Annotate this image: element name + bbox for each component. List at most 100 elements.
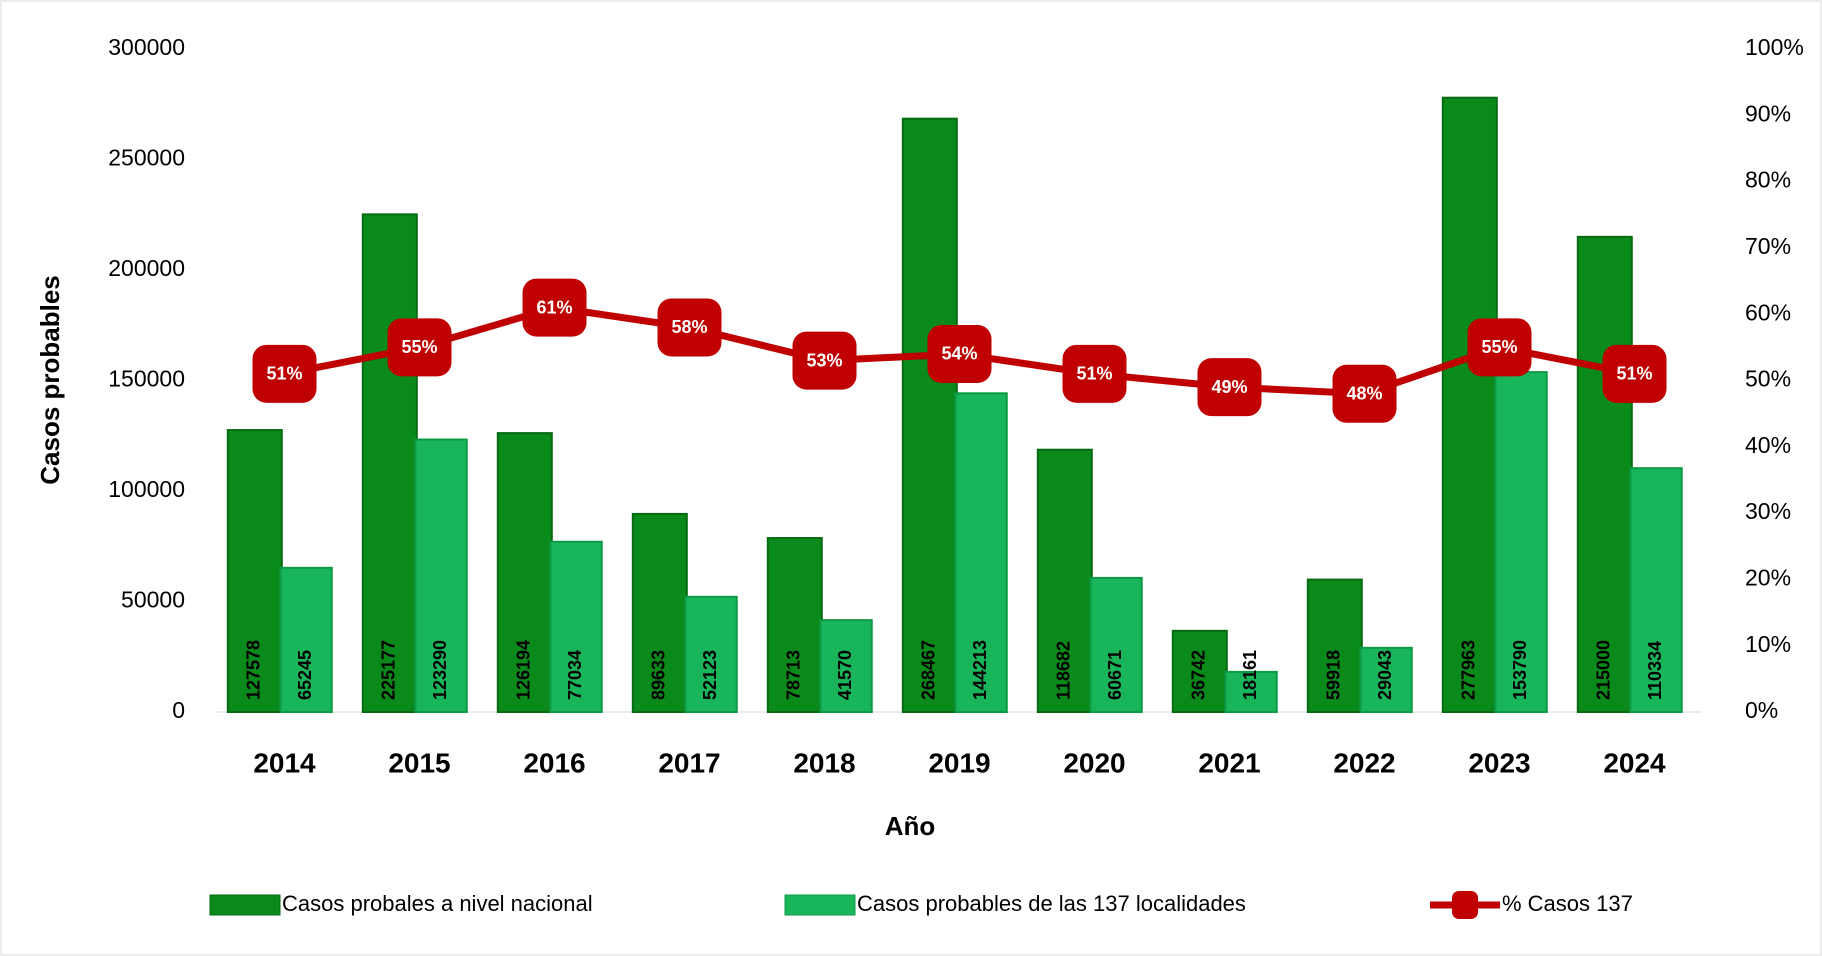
data-label: 153790	[1510, 640, 1530, 700]
y2-tick-label: 0%	[1745, 697, 1778, 723]
y-tick-label: 0	[172, 697, 185, 723]
bar	[549, 540, 603, 714]
data-label: 52123	[700, 650, 720, 700]
y-tick-label: 150000	[108, 366, 185, 392]
bar	[954, 392, 1008, 713]
data-label: 78713	[784, 650, 804, 700]
legend-label: % Casos 137	[1502, 891, 1633, 916]
data-label: 268467	[919, 640, 939, 700]
x-tick-label: 2024	[1603, 747, 1666, 778]
x-tick-label: 2020	[1063, 747, 1125, 778]
line-label: 61%	[536, 297, 572, 317]
line-label: 49%	[1211, 377, 1247, 397]
y-axis-title: Casos probables	[35, 275, 65, 485]
data-label: 18161	[1240, 650, 1260, 700]
x-tick-label: 2022	[1333, 747, 1395, 778]
y2-tick-label: 50%	[1745, 366, 1791, 392]
legend-swatch	[784, 894, 856, 916]
line-marker	[927, 324, 992, 383]
line-label: 53%	[806, 350, 842, 370]
bar	[1306, 578, 1363, 714]
data-label: 110334	[1645, 641, 1665, 700]
y2-tick-label: 30%	[1745, 498, 1791, 524]
x-axis-title: Año	[885, 811, 936, 841]
line-marker	[792, 331, 857, 390]
y2-tick-label: 60%	[1745, 299, 1791, 325]
line-marker	[252, 344, 317, 403]
bar	[819, 619, 873, 714]
line-marker	[1602, 344, 1667, 403]
line-label: 58%	[671, 317, 707, 337]
data-label: 41570	[835, 650, 855, 700]
y-tick-label: 200000	[108, 255, 185, 281]
y-tick-label: 300000	[108, 34, 185, 60]
y2-tick-label: 10%	[1745, 631, 1791, 657]
line-label: 48%	[1346, 384, 1382, 404]
x-tick-label: 2017	[658, 747, 720, 778]
y2-tick-label: 80%	[1745, 167, 1791, 193]
bar	[1576, 235, 1633, 713]
y2-tick-label: 100%	[1745, 34, 1804, 60]
x-tick-label: 2021	[1198, 747, 1260, 778]
data-label: 144213	[970, 640, 990, 700]
y-tick-label: 50000	[121, 587, 185, 613]
line-marker	[657, 298, 722, 357]
bar	[1171, 629, 1228, 713]
y2-tick-label: 70%	[1745, 233, 1791, 259]
y-tick-label: 250000	[108, 145, 185, 171]
bar	[279, 566, 333, 713]
bar	[684, 595, 738, 713]
bar	[1441, 96, 1498, 713]
x-tick-label: 2023	[1468, 747, 1530, 778]
x-tick-label: 2019	[928, 747, 990, 778]
line-label: 55%	[1481, 337, 1517, 357]
line-marker	[1197, 358, 1262, 417]
bar	[361, 213, 418, 713]
data-label: 29043	[1375, 650, 1395, 700]
data-label: 60671	[1105, 650, 1125, 700]
y2-tick-label: 20%	[1745, 564, 1791, 590]
bar	[1494, 371, 1548, 713]
y-tick-label: 100000	[108, 476, 185, 502]
y2-tick-label: 40%	[1745, 432, 1791, 458]
data-label: 59918	[1324, 650, 1344, 700]
x-tick-label: 2016	[523, 747, 585, 778]
data-label: 215000	[1594, 640, 1614, 700]
data-label: 123290	[430, 640, 450, 700]
data-label: 127578	[244, 640, 264, 700]
data-label: 89633	[649, 650, 669, 700]
data-label: 65245	[295, 650, 315, 700]
line-label: 54%	[941, 344, 977, 364]
bar	[1089, 576, 1143, 714]
line-label: 51%	[1616, 364, 1652, 384]
legend-label: Casos probales a nivel nacional	[282, 891, 593, 916]
x-tick-label: 2014	[253, 747, 316, 778]
line-label: 51%	[1076, 364, 1112, 384]
data-label: 77034	[565, 650, 585, 700]
bar	[766, 537, 823, 713]
bar	[1224, 670, 1278, 714]
bar	[631, 512, 688, 713]
x-tick-label: 2015	[388, 747, 450, 778]
legend-label: Casos probables de las 137 localidades	[857, 891, 1246, 916]
bar	[226, 429, 283, 713]
line-marker	[522, 278, 587, 337]
line-label: 55%	[401, 337, 437, 357]
legend-swatch	[209, 894, 281, 916]
line-marker	[1467, 318, 1532, 377]
line-marker	[387, 318, 452, 377]
data-label: 225177	[379, 640, 399, 700]
data-label: 277963	[1459, 640, 1479, 700]
line-label: 51%	[266, 364, 302, 384]
data-label: 126194	[514, 640, 534, 700]
line-marker	[1332, 364, 1397, 423]
bar	[414, 438, 468, 713]
bar	[901, 117, 958, 713]
data-label: 118682	[1054, 641, 1074, 700]
bar	[1629, 467, 1683, 713]
legend-swatch	[1452, 891, 1478, 919]
y2-tick-label: 90%	[1745, 100, 1791, 126]
bar	[1359, 646, 1413, 713]
